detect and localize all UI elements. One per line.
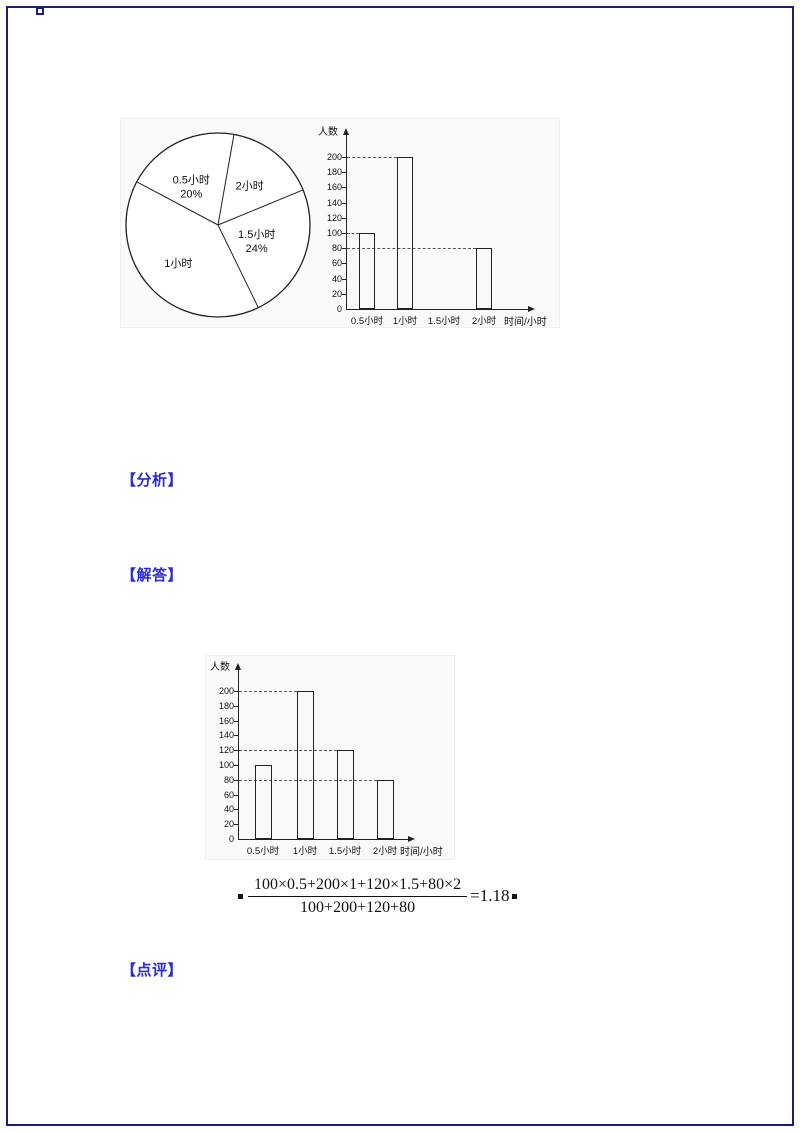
bar-chart-question: 人数时间/小时 0 20 40 60 80 100 120 140 160 180 200 0.5小时 1… bbox=[316, 119, 561, 329]
y-tick bbox=[234, 705, 238, 707]
selection-handle-right-icon bbox=[511, 893, 517, 899]
pie-slice-label: 1.5小时 24% bbox=[238, 228, 275, 255]
y-tick-label: 200 bbox=[326, 152, 342, 162]
pie-slice-label: 2小时 bbox=[236, 179, 264, 192]
fraction: 100×0.5+200×1+120×1.5+80×2 100+200+120+8… bbox=[248, 875, 468, 917]
y-tick-label: 60 bbox=[223, 789, 234, 800]
y-tick bbox=[342, 187, 346, 189]
dashed-guide bbox=[347, 233, 359, 234]
y-axis bbox=[238, 670, 239, 839]
y-tick-label: 0 bbox=[336, 304, 342, 314]
y-tick bbox=[234, 735, 238, 737]
y-tick bbox=[342, 233, 346, 234]
y-tick-label: 20 bbox=[331, 288, 342, 299]
x-axis-arrow-icon bbox=[528, 306, 535, 312]
x-tick-label: 2小时 bbox=[372, 846, 398, 857]
bar-0.5小时 bbox=[359, 233, 375, 309]
pie-divider bbox=[217, 189, 304, 226]
x-tick-label: 1小时 bbox=[392, 316, 418, 327]
y-axis-title: 人数 bbox=[318, 127, 338, 138]
y-axis-arrow-icon bbox=[343, 128, 349, 135]
formula-numerator: 100×0.5+200×1+120×1.5+80×2 bbox=[248, 875, 468, 897]
corner-mark bbox=[36, 7, 44, 15]
y-tick-label: 40 bbox=[331, 273, 342, 284]
dashed-guide bbox=[239, 779, 377, 781]
pie-divider bbox=[136, 181, 219, 226]
y-tick-label: 180 bbox=[218, 700, 234, 711]
bar-1小时 bbox=[397, 157, 413, 309]
y-tick bbox=[342, 293, 346, 295]
y-tick-label: 180 bbox=[326, 167, 342, 178]
pie-divider bbox=[217, 134, 235, 226]
dashed-guide bbox=[239, 750, 337, 752]
x-tick-label: 1.5小时 bbox=[328, 846, 362, 857]
y-tick-label: 200 bbox=[218, 686, 234, 696]
y-tick bbox=[342, 157, 346, 158]
y-tick bbox=[342, 263, 346, 265]
analysis-label: 【分析】 bbox=[121, 472, 184, 489]
y-tick-label: 120 bbox=[326, 212, 342, 223]
bar-chart-solution: 人数时间/小时 0 20 40 60 80 100 120 140 160 180 200 0.5小时 1… bbox=[206, 656, 456, 861]
y-tick bbox=[342, 278, 346, 280]
y-tick bbox=[342, 172, 346, 174]
y-axis-arrow-icon bbox=[235, 663, 241, 670]
bar-1小时 bbox=[296, 691, 314, 839]
y-tick bbox=[234, 824, 238, 826]
y-tick-label: 80 bbox=[331, 243, 342, 254]
y-tick-label: 60 bbox=[331, 258, 342, 269]
y-axis bbox=[346, 135, 347, 309]
pie-slice-label: 1小时 bbox=[164, 257, 192, 270]
y-tick bbox=[234, 809, 238, 811]
y-tick bbox=[234, 750, 238, 752]
dashed-guide bbox=[347, 157, 397, 158]
y-tick-label: 140 bbox=[326, 197, 342, 208]
pie-slice-label: 0.5小时 20% bbox=[173, 174, 210, 201]
y-tick-label: 160 bbox=[218, 715, 234, 726]
bar-2小时 bbox=[476, 248, 492, 309]
x-tick-label: 0.5小时 bbox=[246, 846, 280, 857]
solution-label: 【解答】 bbox=[121, 567, 184, 584]
pie-chart: 2小时 1.5小时 24% 1小时 0.5小时 20% bbox=[125, 132, 311, 318]
comment-label: 【点评】 bbox=[121, 962, 184, 979]
bar-0.5小时 bbox=[254, 765, 272, 839]
y-tick-label: 140 bbox=[218, 730, 234, 741]
y-tick-label: 80 bbox=[223, 774, 234, 785]
y-tick bbox=[342, 217, 346, 219]
y-tick-label: 100 bbox=[218, 760, 234, 770]
y-tick bbox=[234, 765, 238, 766]
y-tick bbox=[342, 248, 346, 250]
x-tick-label: 0.5小时 bbox=[350, 316, 384, 327]
x-tick-label: 1.5小时 bbox=[427, 316, 461, 327]
y-tick bbox=[234, 779, 238, 781]
x-tick-label: 1小时 bbox=[292, 846, 318, 857]
y-tick-label: 160 bbox=[326, 182, 342, 193]
y-axis-title: 人数 bbox=[210, 662, 230, 673]
formula-result: =1.18 bbox=[470, 886, 510, 905]
question-figure: 2小时 1.5小时 24% 1小时 0.5小时 20% 人数时间/小时 0 20 40 60 80 1… bbox=[120, 118, 560, 328]
y-tick-label: 100 bbox=[326, 228, 342, 238]
y-tick bbox=[234, 720, 238, 722]
solution-figure: 人数时间/小时 0 20 40 60 80 100 120 140 160 180 200 0.5小时 1… bbox=[205, 655, 455, 860]
average-formula: 100×0.5+200×1+120×1.5+80×2 100+200+120+8… bbox=[238, 874, 548, 918]
formula-denominator: 100+200+120+80 bbox=[300, 899, 416, 916]
x-axis bbox=[238, 839, 408, 840]
pie-divider bbox=[217, 224, 259, 308]
dashed-guide bbox=[347, 248, 476, 250]
y-tick bbox=[234, 691, 238, 692]
y-tick-label: 40 bbox=[223, 804, 234, 815]
y-tick-label: 0 bbox=[228, 834, 234, 844]
x-axis-title: 时间/小时 bbox=[400, 847, 443, 858]
dashed-guide bbox=[239, 691, 297, 692]
x-axis-arrow-icon bbox=[408, 836, 415, 842]
y-tick-label: 20 bbox=[223, 819, 234, 830]
y-tick bbox=[342, 202, 346, 204]
bar-1.5小时 bbox=[336, 750, 354, 839]
bar-2小时 bbox=[376, 779, 394, 839]
y-tick-label: 120 bbox=[218, 745, 234, 756]
selection-handle-left-icon bbox=[238, 893, 243, 899]
x-axis-title: 时间/小时 bbox=[504, 317, 547, 328]
x-axis bbox=[346, 309, 528, 310]
x-tick-label: 2小时 bbox=[471, 316, 497, 327]
y-tick bbox=[234, 794, 238, 796]
